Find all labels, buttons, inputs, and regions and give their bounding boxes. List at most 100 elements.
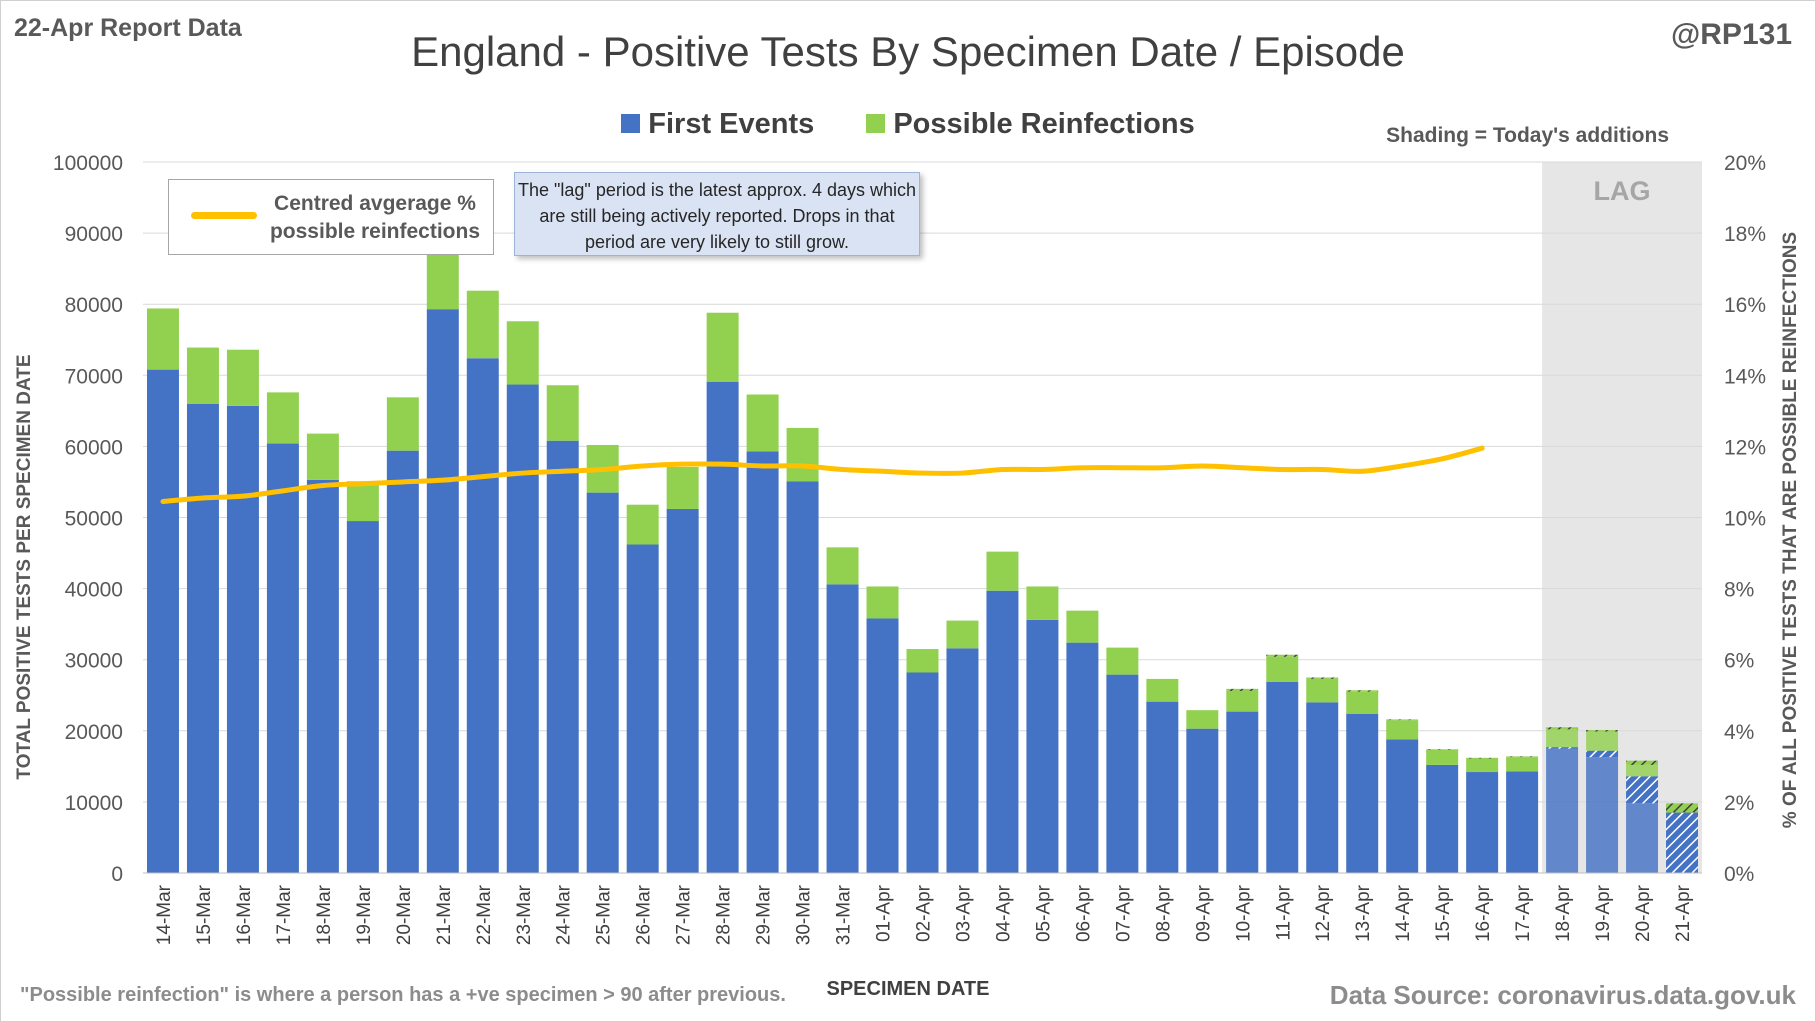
bar-first-events [1146, 701, 1179, 873]
bar-first-events [746, 451, 779, 873]
line-legend-sample [191, 212, 257, 219]
bar-first-events [386, 450, 419, 873]
y2-tick-label: 20% [1724, 152, 1766, 175]
bar-possible-reinfections-today [1506, 756, 1539, 758]
bar-possible-reinfections [1386, 720, 1419, 740]
x-tick-label: 09-Apr [1193, 884, 1214, 942]
bar-possible-reinfections [466, 290, 499, 359]
legend-item-possible-reinfections: Possible Reinfections [866, 108, 1195, 141]
bar-first-events [1546, 748, 1579, 873]
x-tick-label: 30-Mar [794, 884, 815, 945]
bar-possible-reinfections-today [1346, 690, 1379, 692]
x-tick-label: 15-Apr [1433, 884, 1454, 942]
bar-possible-reinfections [666, 467, 699, 509]
x-tick-label: 20-Apr [1633, 884, 1654, 942]
bar-first-events [1506, 771, 1539, 873]
line-legend: Centred avgerage % possible reinfections [168, 179, 494, 255]
bar-first-events [666, 508, 699, 873]
bar-first-events [146, 369, 179, 873]
y-axis-title: TOTAL POSITIVE TESTS PER SPECIMEN DATE [14, 354, 35, 780]
bar-possible-reinfections [1466, 758, 1499, 773]
bar-first-events [1466, 772, 1499, 873]
x-tick-label: 25-Mar [594, 884, 615, 945]
x-tick-label: 21-Mar [434, 884, 455, 945]
bar-possible-reinfections [986, 551, 1019, 591]
y2-tick-label: 8% [1724, 579, 1754, 602]
bar-first-events [586, 492, 619, 873]
x-tick-label: 01-Apr [874, 884, 895, 942]
bar-possible-reinfections-today [1466, 757, 1499, 759]
bar-possible-reinfections [386, 397, 419, 451]
bar-possible-reinfections [1426, 749, 1459, 765]
x-tick-label: 17-Mar [274, 884, 295, 945]
bar-first-events [1226, 711, 1259, 873]
bar-possible-reinfections [1546, 729, 1579, 748]
legend-label-first-events: First Events [648, 108, 815, 140]
y-tick-label: 70000 [65, 365, 123, 388]
x-tick-label: 14-Apr [1393, 884, 1414, 942]
report-date: 22-Apr Report Data [14, 14, 242, 42]
bar-first-events [1066, 642, 1099, 873]
x-tick-label: 11-Apr [1273, 884, 1294, 940]
bar-first-events [1386, 739, 1419, 873]
y-tick-label: 100000 [53, 152, 123, 175]
y2-tick-label: 2% [1724, 792, 1754, 815]
x-tick-label: 21-Apr [1673, 884, 1694, 942]
bar-possible-reinfections [226, 349, 259, 406]
bar-possible-reinfections [1106, 647, 1139, 675]
bar-possible-reinfections-today [1386, 719, 1419, 721]
x-tick-label: 02-Apr [914, 884, 935, 942]
bar-possible-reinfections [1266, 656, 1299, 682]
bar-first-events [786, 481, 819, 873]
y2-tick-label: 16% [1724, 294, 1766, 317]
legend-swatch-possible-reinfections [866, 113, 886, 133]
bar-possible-reinfections [1506, 757, 1539, 772]
bar-first-events [1106, 674, 1139, 873]
bar-possible-reinfections [1626, 764, 1659, 777]
bar-first-events [826, 584, 859, 873]
bar-possible-reinfections-today [1626, 760, 1659, 765]
bar-first-events [1306, 702, 1339, 873]
bar-possible-reinfections [186, 347, 219, 404]
bar-first-events [426, 309, 459, 873]
average-line [160, 445, 1485, 505]
legend-item-first-events: First Events [621, 108, 814, 141]
x-tick-label: 07-Apr [1113, 884, 1134, 942]
bar-possible-reinfections-today [1586, 730, 1619, 732]
x-tick-label: 13-Apr [1353, 884, 1374, 942]
bar-possible-reinfections-today [1226, 688, 1259, 691]
bar-first-events-today [1666, 812, 1699, 873]
x-tick-label: 16-Apr [1473, 884, 1494, 942]
bar-possible-reinfections [146, 308, 179, 370]
bar-possible-reinfections [306, 433, 339, 480]
y-tick-label: 60000 [65, 436, 123, 459]
x-tick-label: 08-Apr [1153, 884, 1174, 942]
bar-first-events-today [1586, 750, 1619, 758]
bar-possible-reinfections [1226, 690, 1259, 712]
bar-possible-reinfections [706, 312, 739, 382]
bar-possible-reinfections [826, 547, 859, 585]
bar-possible-reinfections [346, 481, 379, 522]
x-tick-label: 28-Mar [714, 884, 735, 945]
x-tick-label: 23-Mar [514, 884, 535, 945]
bar-possible-reinfections [786, 427, 819, 482]
x-tick-label: 26-Mar [634, 884, 655, 945]
bar-first-events [1586, 757, 1619, 873]
y2-tick-label: 0% [1724, 863, 1754, 886]
x-tick-label: 17-Apr [1513, 884, 1534, 942]
bar-first-events [546, 440, 579, 873]
legend-label-possible-reinfections: Possible Reinfections [893, 108, 1195, 140]
x-tick-label: 18-Mar [314, 884, 335, 945]
bar-first-events [1346, 713, 1379, 873]
bar-first-events [906, 672, 939, 873]
bar-possible-reinfections [546, 385, 579, 441]
x-tick-label: 10-Apr [1233, 884, 1254, 942]
bar-first-events [466, 358, 499, 874]
x-tick-label: 03-Apr [953, 884, 974, 942]
bar-first-events [306, 479, 339, 873]
y2-tick-label: 10% [1724, 508, 1766, 531]
lag-label: LAG [1594, 176, 1651, 206]
bar-possible-reinfections [426, 252, 459, 310]
data-source: Data Source: coronavirus.data.gov.uk [1329, 980, 1796, 1010]
bar-possible-reinfections [626, 504, 659, 545]
